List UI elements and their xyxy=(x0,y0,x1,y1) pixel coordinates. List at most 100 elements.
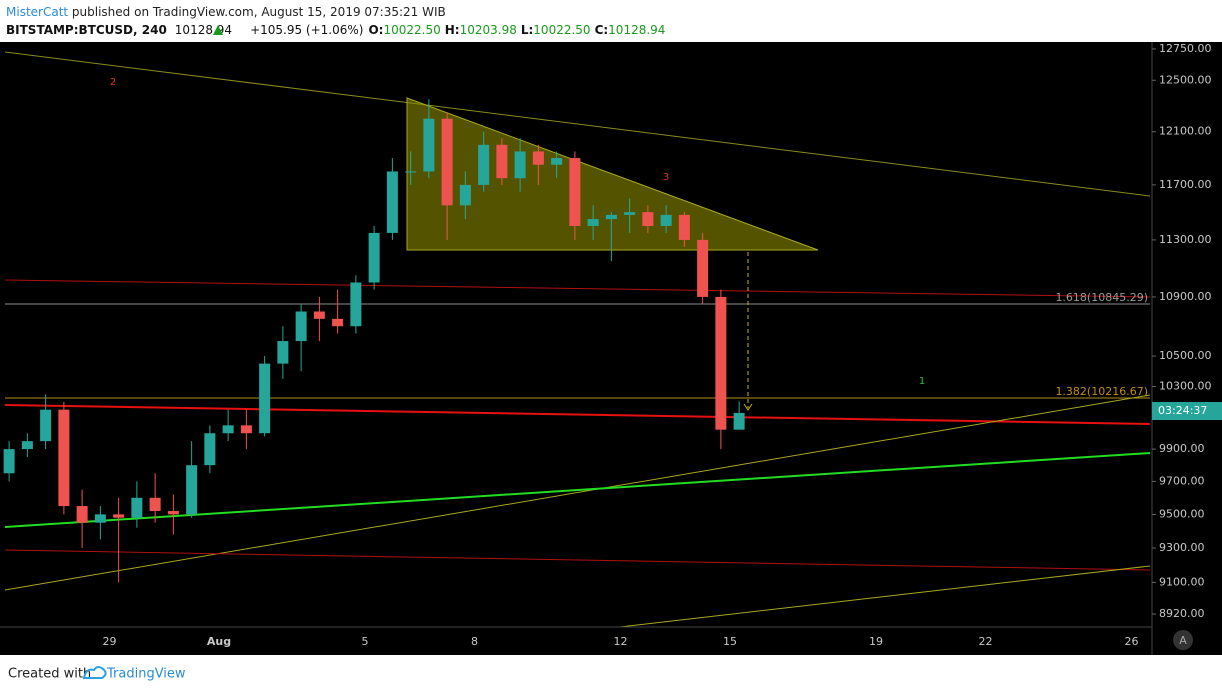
y-tick-label: 12500.00 xyxy=(1159,73,1212,86)
x-tick-label: Aug xyxy=(207,635,231,648)
candle-body xyxy=(496,144,508,179)
candle-body xyxy=(295,311,307,342)
fib-label: 1.382(10216.67) xyxy=(1055,385,1148,398)
candle-body xyxy=(167,511,179,515)
y-tick-label: 8920.00 xyxy=(1159,607,1205,620)
y-tick-label: 12100.00 xyxy=(1159,125,1212,138)
trend-line xyxy=(4,279,1151,298)
candle-body xyxy=(642,212,654,226)
candle-body xyxy=(259,363,271,434)
published: published on TradingView.com, August 15,… xyxy=(68,5,446,19)
ohlc-value: 10022.50 xyxy=(383,23,440,37)
candle-body xyxy=(368,232,380,283)
candle-body xyxy=(624,212,636,215)
brand-logo xyxy=(82,666,107,679)
candle-body xyxy=(587,219,599,226)
candle-body xyxy=(441,118,453,206)
brand: TradingView xyxy=(106,667,186,682)
y-tick-label: 12750.00 xyxy=(1159,42,1212,55)
change: +105.95 (+1.06%) xyxy=(250,23,363,37)
candle-body xyxy=(551,158,563,165)
y-tick-label: 9300.00 xyxy=(1159,541,1205,554)
candle-body xyxy=(204,433,216,466)
candle-body xyxy=(697,239,709,297)
trend-line xyxy=(4,549,1151,571)
trend-line xyxy=(4,394,1151,591)
candle-body xyxy=(277,341,289,364)
candle-body xyxy=(40,409,52,442)
price-tag-box xyxy=(1152,402,1222,420)
candle-body xyxy=(332,318,344,327)
candle-body xyxy=(240,425,252,434)
triangle xyxy=(406,97,819,251)
y-tick-label: 11300.00 xyxy=(1159,233,1212,246)
candle-body xyxy=(186,465,198,515)
arrow-head xyxy=(743,403,753,411)
candle-body xyxy=(605,214,617,220)
candle-body xyxy=(405,171,417,173)
y-tick-label: 9100.00 xyxy=(1159,575,1205,588)
candle-body xyxy=(113,514,125,518)
chart-background xyxy=(0,42,1222,655)
ohlc-label: L: xyxy=(521,23,533,37)
y-tick-label: 11700.00 xyxy=(1159,178,1212,191)
candle-body xyxy=(58,409,70,507)
price-tag: 03:24:37 xyxy=(1158,404,1207,417)
candle-body xyxy=(131,497,143,518)
candle-body xyxy=(733,412,745,430)
up-arrow-icon xyxy=(213,25,223,35)
y-tick-label: 10500.00 xyxy=(1159,349,1212,362)
ohlc-value: 10128.94 xyxy=(608,23,665,37)
x-tick-label: 22 xyxy=(979,635,993,648)
created-with: Created with xyxy=(8,667,91,682)
candle-body xyxy=(76,506,88,523)
x-tick-label: 26 xyxy=(1125,635,1139,648)
candle-body xyxy=(459,184,471,206)
ohlc-label: O: xyxy=(368,23,383,37)
ohlc-label: H: xyxy=(445,23,460,37)
candle-body xyxy=(423,118,435,172)
candle-body xyxy=(569,158,581,226)
ohlc-value: 10203.98 xyxy=(460,23,517,37)
candle-body xyxy=(660,214,672,226)
candle-body xyxy=(94,514,106,523)
candle-body xyxy=(514,151,526,179)
wave-label: 2 xyxy=(110,77,116,88)
x-tick-label: 5 xyxy=(362,635,369,648)
auto-scale-label[interactable]: A xyxy=(1179,634,1187,647)
last-price: 10128.94 xyxy=(175,23,232,37)
trend-line xyxy=(4,51,1151,197)
published-line: MisterCatt published on TradingView.com,… xyxy=(6,5,446,19)
candle-body xyxy=(313,311,325,319)
y-tick-label: 9700.00 xyxy=(1159,474,1205,487)
y-tick-label: 10300.00 xyxy=(1159,379,1212,392)
ohlc-value: 10022.50 xyxy=(533,23,590,37)
wave-label: 3 xyxy=(663,172,669,183)
candle-body xyxy=(21,441,33,450)
trend-line xyxy=(4,452,1151,528)
trend-line xyxy=(4,404,1151,425)
x-tick-label: 19 xyxy=(869,635,883,648)
trend-line xyxy=(619,565,1151,628)
auto-scale-button[interactable] xyxy=(1173,630,1193,650)
candle-body xyxy=(532,151,544,165)
ohlc-label: C: xyxy=(595,23,609,37)
candle-body xyxy=(715,296,727,430)
symbol: BITSTAMP:BTCUSD, 240 xyxy=(6,23,167,37)
y-tick-label: 9500.00 xyxy=(1159,507,1205,520)
x-tick-label: 15 xyxy=(723,635,737,648)
candle-body xyxy=(350,282,362,327)
x-tick-label: 12 xyxy=(614,635,628,648)
y-tick-label: 10900.00 xyxy=(1159,290,1212,303)
y-tick-label: 9900.00 xyxy=(1159,442,1205,455)
author: MisterCatt xyxy=(6,5,68,19)
candle-body xyxy=(678,214,690,240)
candle-body xyxy=(149,497,161,512)
candle-body xyxy=(3,449,15,474)
candle-body xyxy=(478,144,490,185)
fib-label: 1.618(10845.29) xyxy=(1055,291,1148,304)
candle-body xyxy=(386,171,398,233)
symbol-line: BITSTAMP:BTCUSD, 240 10128.94 +105.95 (+1.… xyxy=(6,23,665,37)
